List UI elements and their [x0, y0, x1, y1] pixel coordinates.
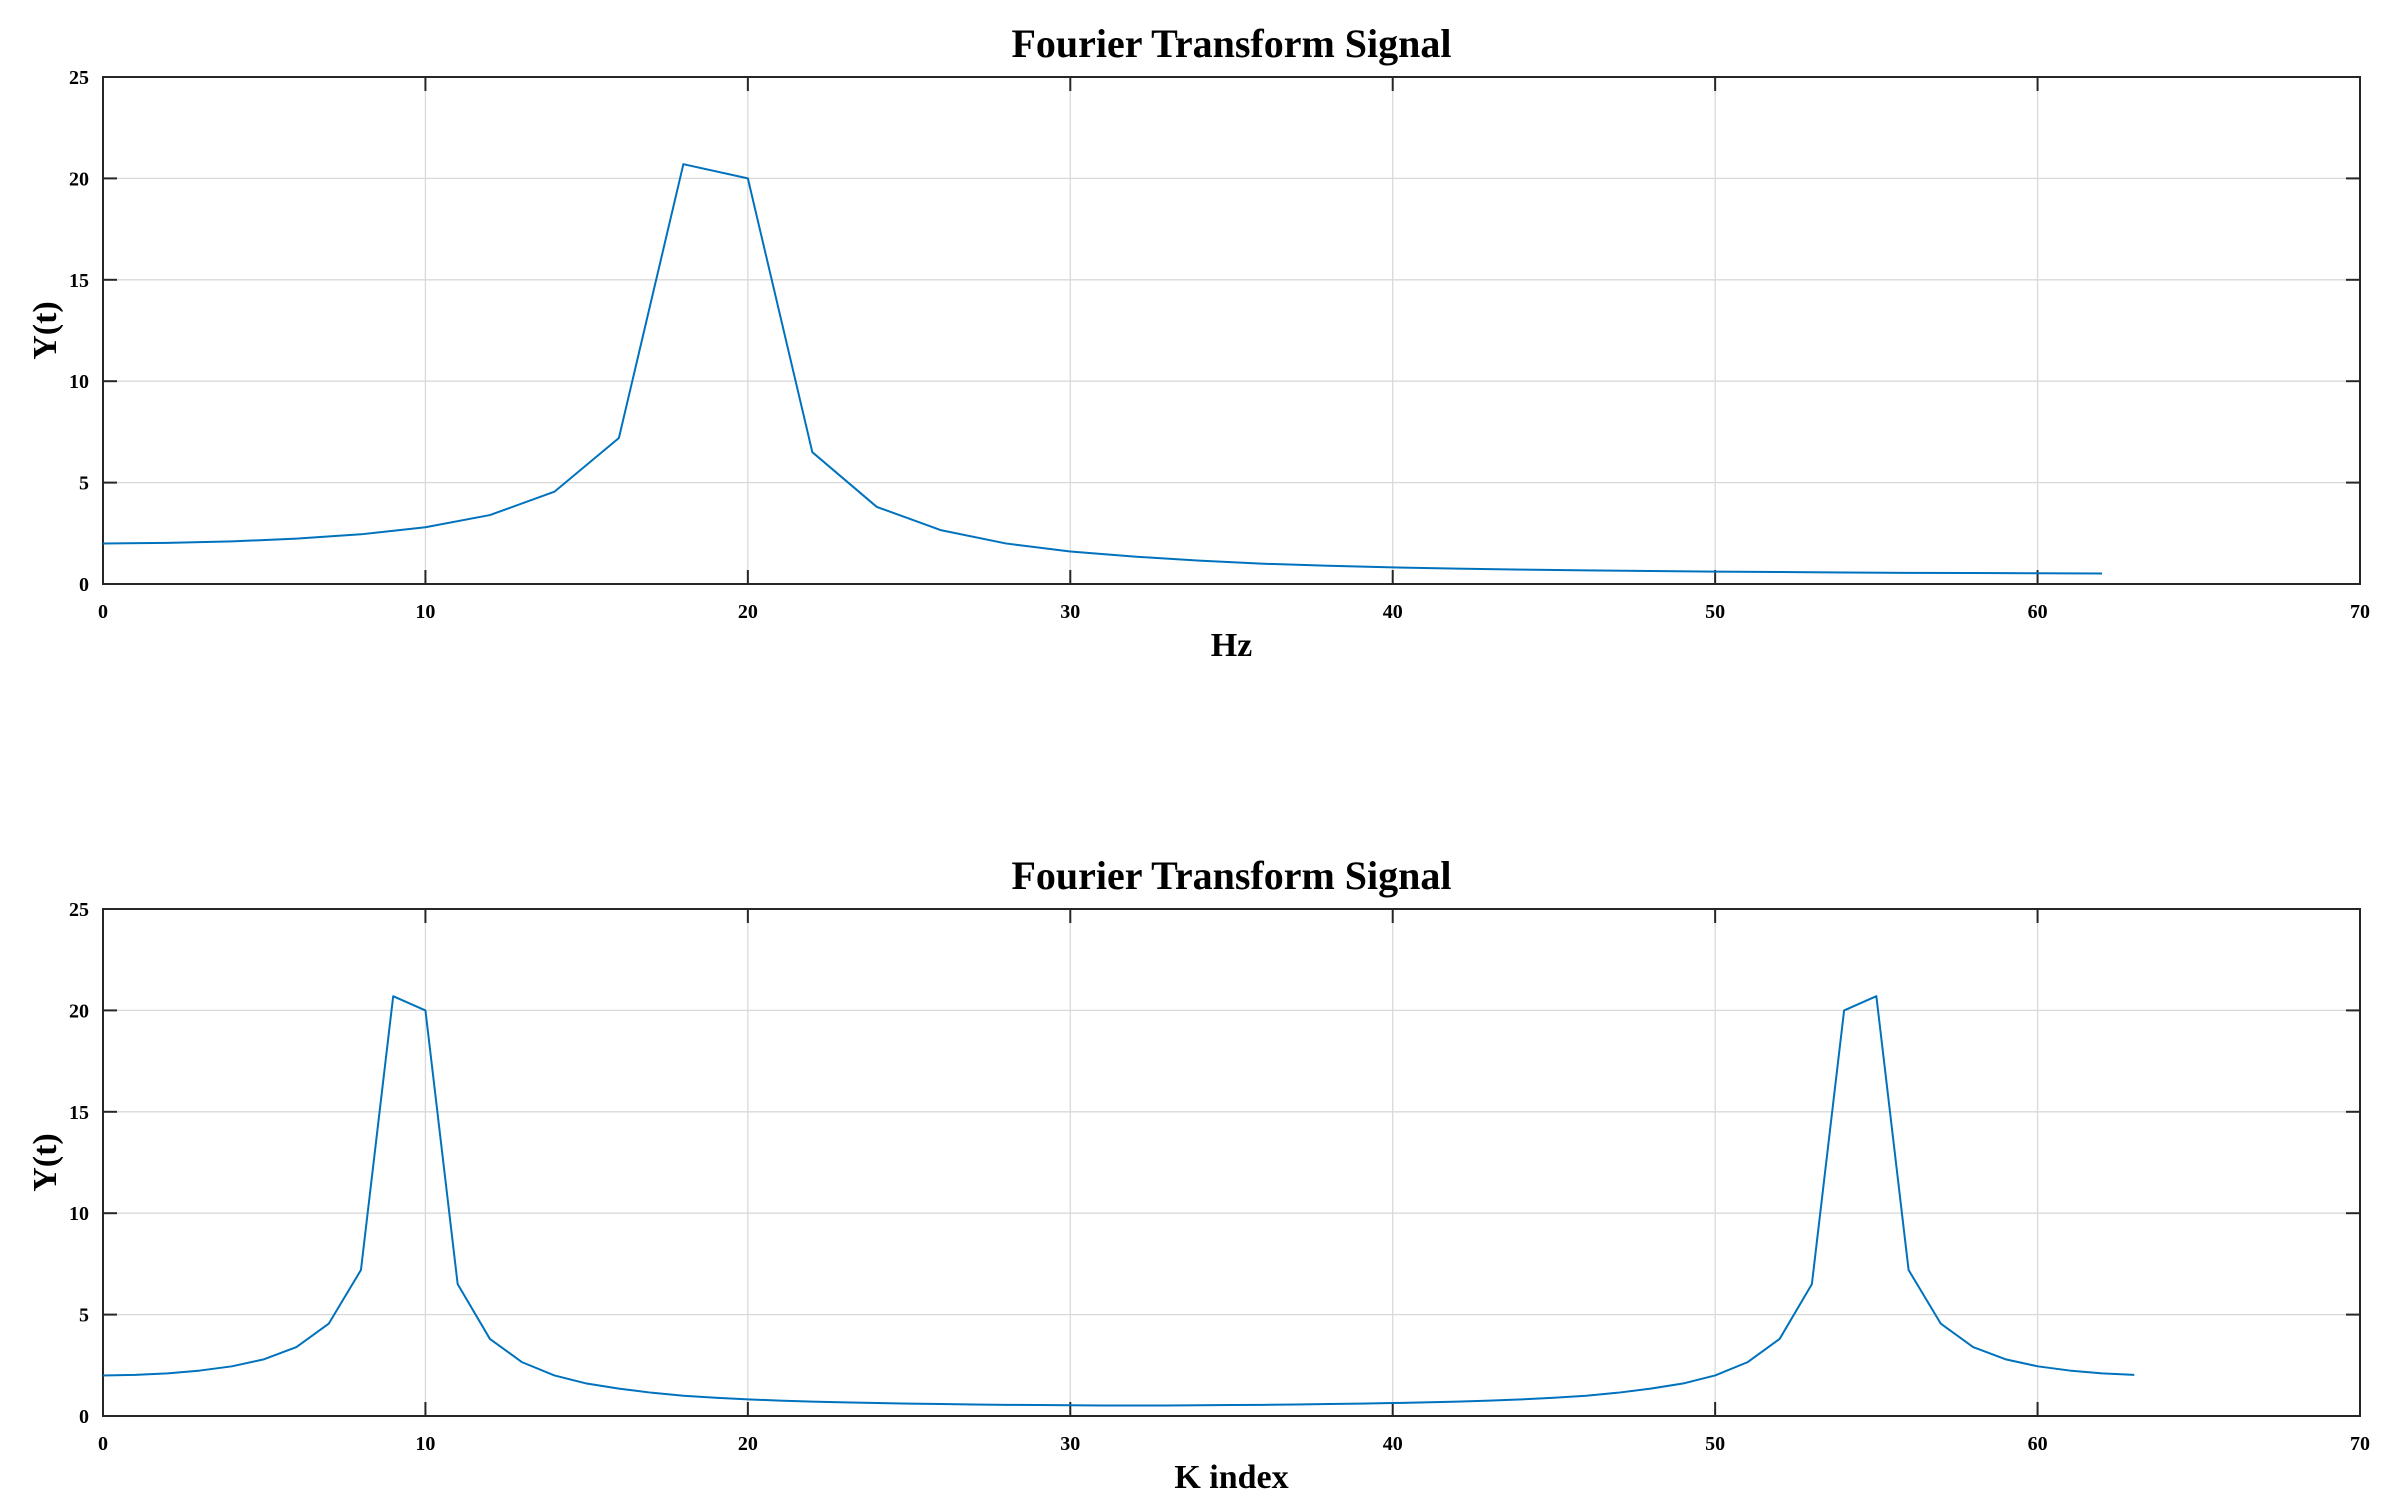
- chart-0-x-tick-label-0: 0: [98, 601, 108, 623]
- chart-0-x-tick-label-4: 40: [1383, 601, 1403, 623]
- chart-0-axes-box: [102, 76, 2361, 585]
- chart-1-x-axis-label: K index: [1174, 1459, 1288, 1496]
- chart-1-x-tick-label-1: 10: [415, 1433, 435, 1455]
- chart-1-x-tick-label-6: 60: [2028, 1433, 2048, 1455]
- chart-1-y-tick-label-0: 0: [79, 1406, 89, 1428]
- chart-1-x-tick-label-4: 40: [1383, 1433, 1403, 1455]
- chart-1-y-tick-label-4: 20: [69, 1000, 89, 1022]
- chart-0-y-tick-label-4: 20: [69, 168, 89, 190]
- chart-0-plot-area: [103, 77, 2360, 584]
- chart-0-y-tick-label-5: 25: [69, 67, 89, 89]
- chart-1-y-tick-label-5: 25: [69, 899, 89, 921]
- chart-bottom: 0 10 20 30 40 50 60 70 0 5 10 15 20 25 Fourier Transfo…: [27, 853, 2370, 1496]
- chart-1-x-tick-label-3: 30: [1060, 1433, 1080, 1455]
- chart-0-x-tick-label-5: 50: [1705, 601, 1725, 623]
- chart-0-y-tick-label-2: 10: [69, 371, 89, 393]
- chart-0-y-tick-label-3: 15: [69, 270, 89, 292]
- chart-1-x-tick-label-7: 70: [2350, 1433, 2370, 1455]
- chart-0-series-line-0: [102, 163, 2103, 575]
- chart-1-plot-area: [103, 909, 2360, 1416]
- chart-0-x-tick-label-6: 60: [2028, 601, 2048, 623]
- chart-1-y-tick-label-2: 10: [69, 1203, 89, 1225]
- chart-0-title: Fourier Transform Signal: [1012, 21, 1452, 66]
- chart-0-y-tick-label-0: 0: [79, 574, 89, 596]
- chart-top: 0 10 20 30 40 50 60 70 0 5 10 15 20 25 Fourier Transfo…: [27, 21, 2370, 664]
- chart-0-x-tick-label-3: 30: [1060, 601, 1080, 623]
- chart-1-y-tick-label-3: 15: [69, 1102, 89, 1124]
- chart-1-axes-box: [102, 908, 2361, 1417]
- chart-1-title: Fourier Transform Signal: [1012, 853, 1452, 898]
- chart-0-x-tick-label-2: 20: [738, 601, 758, 623]
- chart-1-x-tick-label-5: 50: [1705, 1433, 1725, 1455]
- chart-0-x-tick-label-7: 70: [2350, 601, 2370, 623]
- chart-0-x-axis-label: Hz: [1211, 627, 1253, 664]
- chart-1-series-line-0: [102, 995, 2135, 1407]
- chart-1-x-tick-label-0: 0: [98, 1433, 108, 1455]
- chart-1-y-tick-label-1: 5: [79, 1305, 89, 1327]
- chart-0-y-axis-label: Y(t): [27, 301, 64, 360]
- chart-0-x-tick-label-1: 10: [415, 601, 435, 623]
- chart-1-x-tick-label-2: 20: [738, 1433, 758, 1455]
- chart-0-y-tick-label-1: 5: [79, 473, 89, 495]
- chart-1-y-axis-label: Y(t): [27, 1133, 64, 1192]
